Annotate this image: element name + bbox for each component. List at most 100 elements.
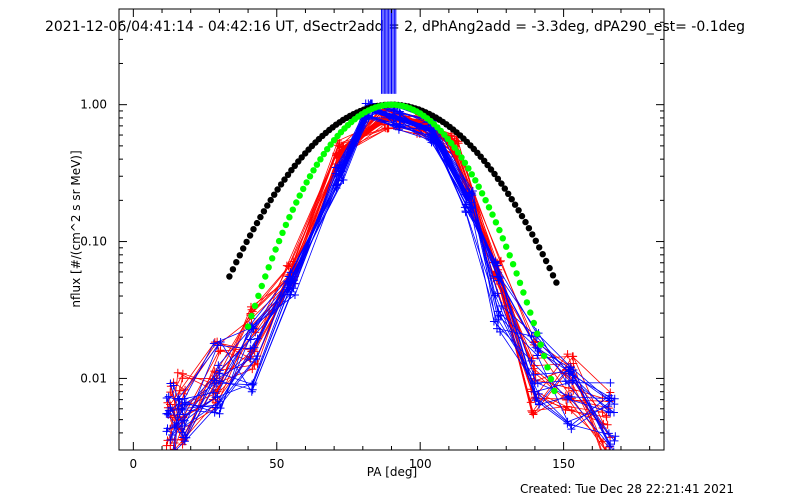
series-point [549,272,557,279]
series-point [275,237,283,245]
axis-layer: 0 50 100 150 0.01 0.10 1.00 [80,8,664,471]
series-point [501,185,508,192]
series-point [454,149,462,156]
series-point [516,279,524,286]
series-point [523,299,531,306]
series-point [492,219,500,226]
series-point [226,273,233,280]
series-point [288,167,295,174]
series-marker [606,388,615,397]
series-point [306,173,314,180]
series-marker [216,346,225,355]
data-layer [162,9,620,461]
series-point [487,166,495,173]
series-point [481,157,488,164]
series-point [265,264,272,271]
series-marker [603,420,612,429]
series-point [272,246,279,253]
series-marker [215,377,224,386]
series-marker [332,184,341,193]
series-marker [213,341,222,350]
series-point [244,323,252,330]
series-point [251,302,259,309]
series-point [327,141,334,148]
series-point [499,235,506,242]
series-marker [164,453,172,461]
series-marker [529,370,538,379]
series-marker [533,351,542,360]
series-marker [395,109,404,118]
series-point [330,137,338,144]
series-marker [568,352,577,361]
series-point [284,171,292,178]
series-point [511,201,519,208]
series-point [508,196,515,203]
series-marker [535,400,544,409]
series-marker [427,138,436,147]
x-tick-label: 50 [269,457,284,471]
series-marker [213,392,222,401]
series-point [509,261,517,268]
series-line [167,117,616,437]
series-line [166,116,609,439]
series-marker [493,324,502,333]
series-marker [173,368,182,377]
series-point [233,259,240,266]
series-point [498,180,505,187]
series-point [271,191,278,198]
series-marker [604,429,613,438]
series-point [324,146,331,153]
series-marker [606,378,615,387]
series-point [536,244,543,251]
series-point [269,255,276,262]
series-group [162,9,620,461]
series-point [491,170,498,178]
series-marker [600,453,608,461]
series-point [553,279,560,286]
series-marker [284,272,293,281]
series-point [458,154,465,161]
series-point [506,252,513,259]
series-point [494,175,502,182]
series-point [289,206,296,213]
series-point [537,341,544,348]
series-marker [215,366,224,375]
series-line [169,114,606,450]
series-marker [562,402,571,411]
series-point [264,202,271,209]
series-marker [598,452,606,460]
series-marker [605,447,607,450]
series-red-0 [162,101,615,461]
series-point [478,190,486,197]
series-marker [534,389,543,398]
series-point [522,218,529,226]
series-line [170,109,608,426]
series-point [317,156,324,163]
x-tick-label: 150 [552,457,575,471]
series-marker [215,409,224,418]
series-marker [178,416,187,425]
series-point [253,219,261,227]
series-marker [216,404,225,413]
series-line [168,114,611,414]
series-marker [339,175,348,184]
series-marker [332,149,341,158]
series-blue-1 [162,99,620,450]
series-point [236,252,243,259]
series-point [513,270,520,277]
series-point [529,231,536,238]
series-point [530,319,537,327]
series-marker [489,317,498,326]
series-marker [216,397,225,406]
series-point [451,144,458,151]
series-marker [335,139,344,148]
series-marker [567,406,576,415]
series-point [461,159,469,166]
x-tick-label: 0 [130,457,138,471]
series-marker [170,421,179,430]
series-point [258,282,265,290]
series-marker [163,424,172,433]
series-marker [494,311,503,320]
series-point [515,207,522,214]
series-line [167,113,611,445]
